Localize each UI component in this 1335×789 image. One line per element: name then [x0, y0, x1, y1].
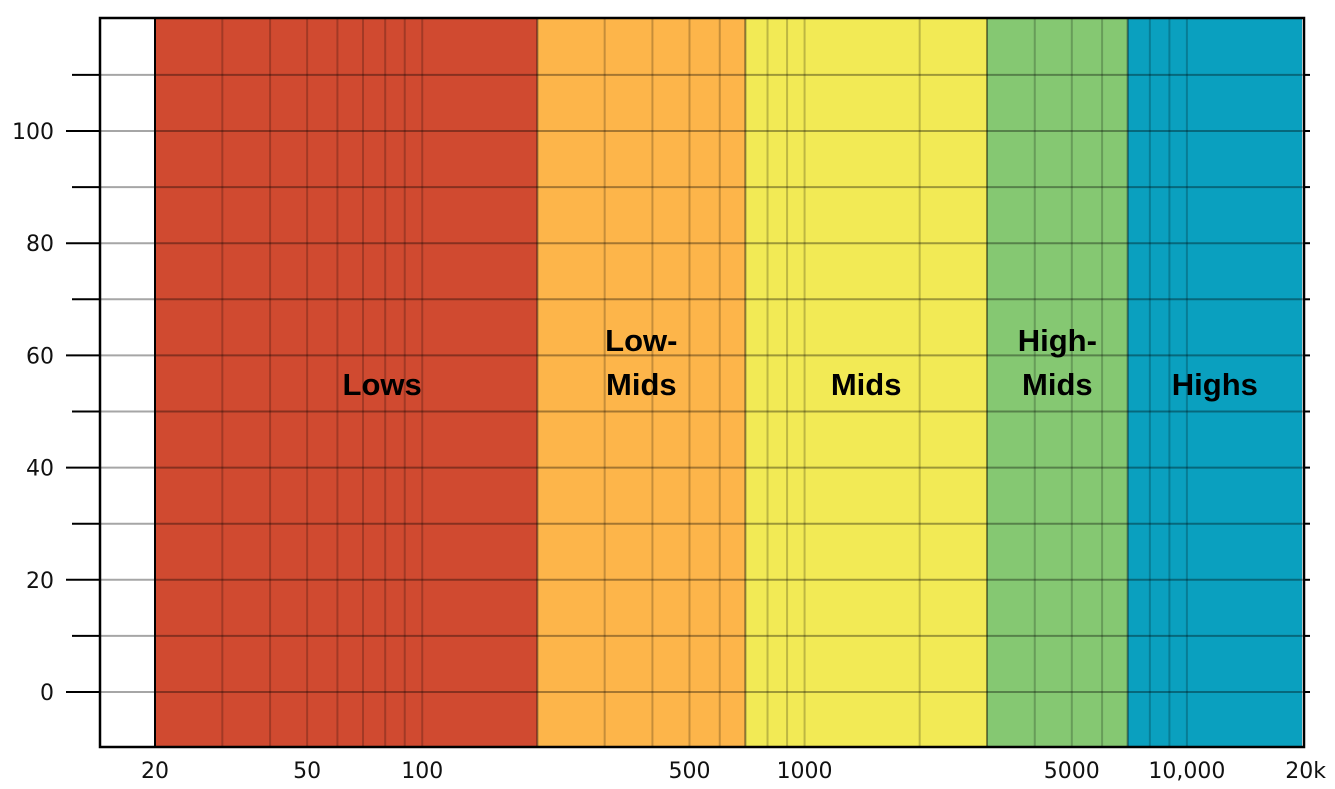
x-tick-label-100: 100 [401, 759, 443, 784]
x-tick-label-20: 20 [141, 759, 169, 784]
plot-frame [98, 16, 1306, 749]
band-highs [1127, 18, 1302, 747]
band-label-lows: Lows [343, 367, 422, 402]
y-tick-label-40: 40 [26, 457, 54, 482]
band-high-mids [986, 18, 1128, 747]
x-tick-label-1000: 1000 [777, 759, 833, 784]
grid-layer [100, 18, 1304, 747]
bands-layer [155, 18, 1302, 747]
band-low-mids [537, 18, 746, 747]
y-tick-label-0: 0 [40, 681, 54, 706]
band-label-low-mids: Low-Mids [605, 323, 677, 402]
x-tick-label-5000: 5000 [1044, 759, 1100, 784]
band-mids [745, 18, 987, 747]
band-lows [155, 18, 538, 747]
labels-layer: 0 20 40 60 80 100 20 50 100 500 1000 5000 10,000 20k L… [12, 120, 1326, 784]
y-tick-label-20: 20 [26, 569, 54, 594]
x-tick-label-50: 50 [293, 759, 321, 784]
band-label-mids: Mids [831, 367, 902, 402]
band-label-highs: Highs [1172, 367, 1258, 402]
y-tick-label-60: 60 [26, 344, 54, 369]
x-tick-label-10-000: 10,000 [1148, 759, 1225, 784]
band-label-high-mids: High-Mids [1018, 323, 1097, 402]
y-tick-label-80: 80 [26, 232, 54, 257]
x-tick-label-20k: 20k [1285, 759, 1326, 784]
x-tick-label-500: 500 [668, 759, 710, 784]
y-tick-label-100: 100 [12, 120, 54, 145]
axes-layer [66, 16, 1310, 749]
